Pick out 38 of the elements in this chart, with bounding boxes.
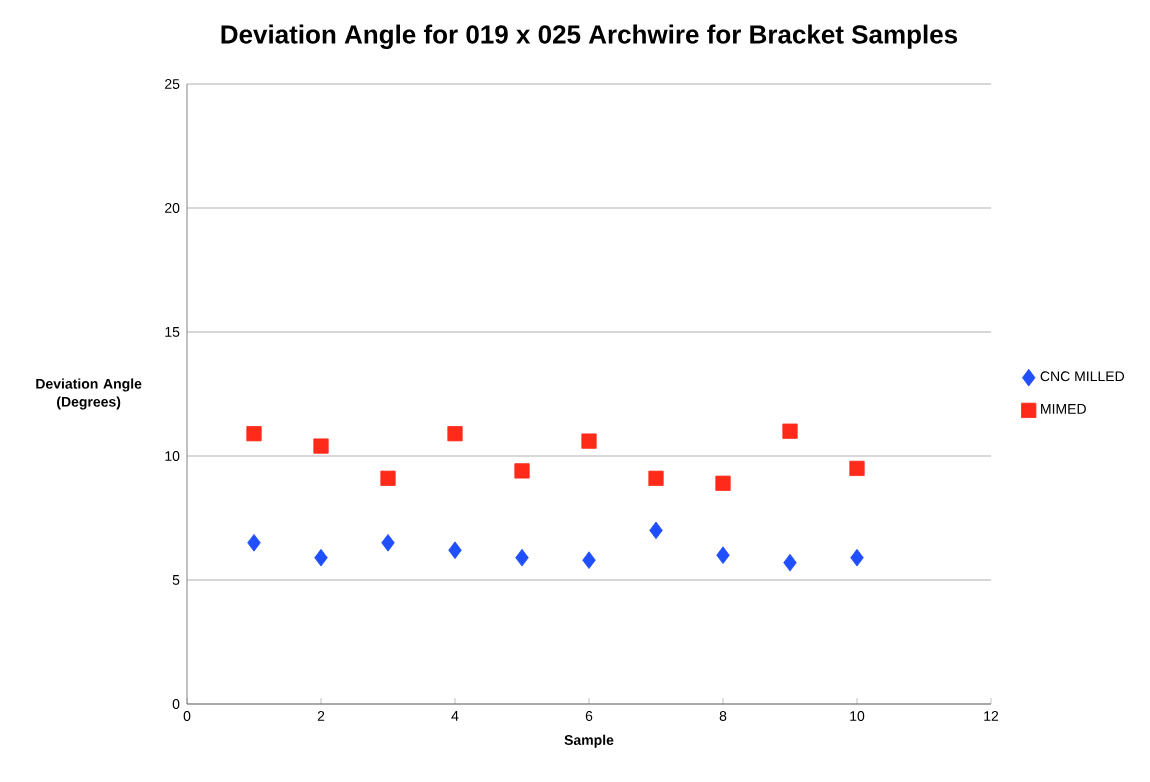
x-tick-label: 12 [984,711,999,721]
y-tick-label: 15 [165,327,180,337]
chart-title: Deviation Angle for 019 x 025 Archwire for Bracket Samples [221,24,958,49]
point [850,548,864,567]
point [514,463,530,479]
y-tick-label: 20 [165,203,180,213]
point [314,548,328,567]
y-tick-label: 5 [172,575,180,585]
y-tick-label: 10 [165,451,180,461]
point [648,470,664,486]
point [380,470,396,486]
x-tick-label: 8 [719,711,727,721]
point [581,433,597,449]
point [381,534,395,552]
y-tick-label: 25 [165,79,180,89]
x-tick-label: 6 [585,711,593,721]
point [313,438,329,454]
legend-label: MIMED [1041,404,1086,414]
point [582,551,596,569]
point [849,460,865,476]
y-tick-label: 0 [172,699,180,709]
point [515,548,529,567]
legend-label: CNC MILLED [1040,371,1125,382]
point [649,521,663,540]
x-tick-label: 10 [850,711,865,721]
point [715,475,731,491]
point [246,426,262,442]
x-axis-title: Sample [564,734,614,748]
point [247,534,261,552]
point [716,546,730,564]
point [782,423,798,439]
point [448,541,462,560]
y-axis-title: Deviation Angle (Degrees) [36,378,142,410]
point [783,553,797,572]
point [447,426,463,442]
x-tick-label: 0 [183,711,191,721]
x-tick-label: 4 [451,711,459,721]
x-tick-label: 2 [317,711,325,721]
